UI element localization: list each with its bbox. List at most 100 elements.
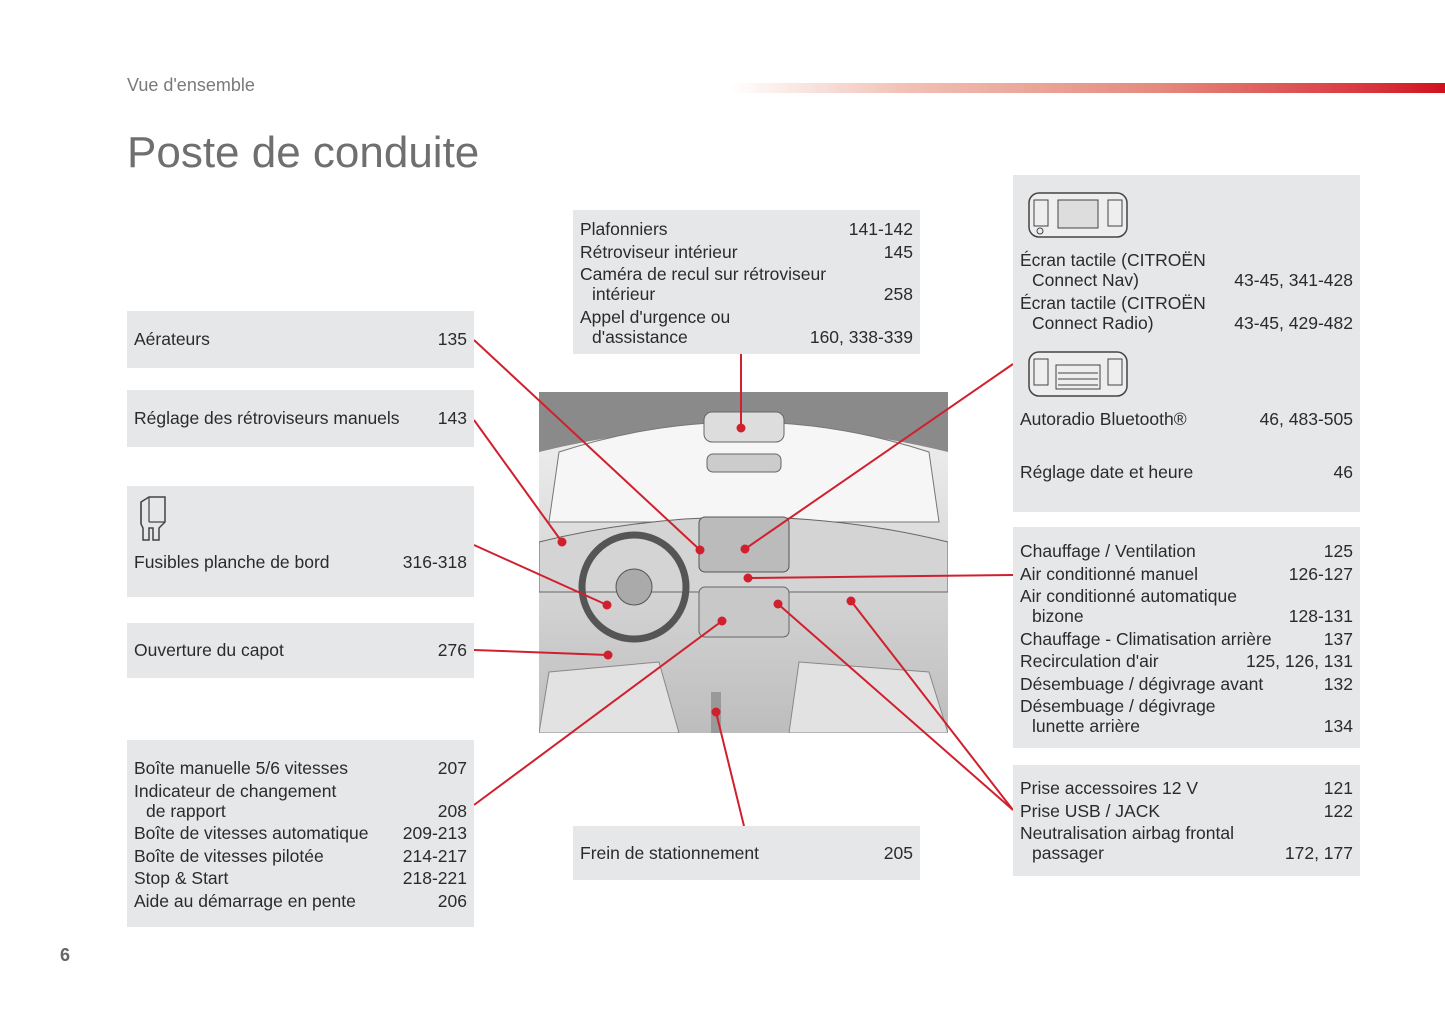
entry-page-ref: 316-318 (402, 552, 467, 572)
radio-icon (1028, 351, 1128, 397)
index-entry: Prise accessoires 12 V 121 (1020, 778, 1353, 798)
index-entry: Désembuage / dégivrage lunette arrière 134 (1020, 696, 1353, 736)
entry-page-ref: 46, 483-505 (1259, 409, 1353, 429)
index-entry: Stop & Start 218-221 (134, 868, 467, 888)
entry-label-group: Caméra de recul sur rétroviseur intérieur (580, 264, 826, 304)
fuse-icon (140, 496, 166, 541)
entry-page-ref: 122 (1323, 800, 1353, 821)
index-entry: Réglage date et heure 46 (1020, 462, 1353, 482)
entry-label: Désembuage / dégivrage avant (1020, 673, 1264, 694)
index-entry: Chauffage - Climatisation arrière 137 (1020, 629, 1353, 649)
box-capot: Ouverture du capot 276 (127, 623, 474, 678)
box-boite: Boîte manuelle 5/6 vitesses 207 Indicateur… (127, 740, 474, 927)
index-entry: Caméra de recul sur rétroviseur intérieur… (580, 264, 913, 304)
entry-label: Ouverture du capot (134, 640, 284, 661)
entry-label: Boîte de vitesses automatique (134, 823, 369, 843)
index-entry: Réglage des rétroviseurs manuels 143 (134, 408, 467, 428)
entry-page-ref: 214-217 (402, 845, 467, 866)
entry-page-ref: 258 (883, 284, 913, 304)
entry-label-group: Prise accessoires 12 V (1020, 778, 1198, 798)
entry-label-group: Rétroviseur intérieur (580, 242, 738, 262)
entry-page-ref: 209-213 (402, 823, 467, 843)
index-entry: Autoradio Bluetooth® 46, 483-505 (1020, 409, 1353, 429)
box-plafonniers: Plafonniers 141-142 Rétroviseur intérieur 1… (573, 210, 920, 354)
entry-label: Réglage date et heure (1020, 461, 1194, 482)
entry-label-group: Ouverture du capot (134, 640, 284, 660)
callout-dot (773, 599, 783, 609)
entry-label-continued: intérieur (592, 284, 656, 304)
entry-label-group: Réglage des rétroviseurs manuels (134, 408, 400, 428)
entry-label: Prise accessoires 12 V (1020, 778, 1198, 798)
index-entry: Indicateur de changement de rapport 208 (134, 781, 467, 821)
entry-label-group: Recirculation d'air (1020, 651, 1159, 671)
entry-page-ref: 134 (1323, 716, 1353, 736)
entry-label: Prise USB / JACK (1020, 800, 1161, 821)
index-entry: Frein de stationnement 205 (580, 843, 913, 863)
box-chauffage: Chauffage / Ventilation 125 Air conditionn… (1013, 527, 1360, 748)
entry-label-group: Aide au démarrage en pente (134, 891, 356, 911)
entry-label-group: Réglage date et heure (1020, 462, 1193, 482)
callout-line (715, 711, 745, 827)
index-entry: Air conditionné automatique bizone 128-131 (1020, 586, 1353, 626)
index-entry: Désembuage / dégivrage avant 132 (1020, 674, 1353, 694)
entry-label: Plafonniers (580, 219, 668, 239)
entry-label: Écran tactile (CITROËN (1020, 292, 1206, 313)
callout-dot (695, 545, 705, 555)
entry-page-ref: 132 (1323, 673, 1353, 694)
entry-page-ref: 125, 126, 131 (1245, 651, 1353, 671)
entry-label-continued: d'assistance (592, 326, 688, 347)
index-entry: Air conditionné manuel 126-127 (1020, 564, 1353, 584)
entry-label: Neutralisation airbag frontal (1020, 823, 1235, 843)
entry-label: Fusibles planche de bord (134, 552, 330, 572)
section-label: Vue d'ensemble (127, 75, 255, 95)
entry-label-group: Chauffage / Ventilation (1020, 541, 1196, 561)
entry-label-group: Stop & Start (134, 868, 228, 888)
entry-page-ref: 172, 177 (1284, 843, 1353, 863)
index-entry: Boîte de vitesses pilotée 214-217 (134, 846, 467, 866)
entry-label: Chauffage - Climatisation arrière (1020, 628, 1272, 649)
callout-line (850, 600, 1014, 811)
index-entry: Rétroviseur intérieur 145 (580, 242, 913, 262)
index-entry: Écran tactile (CITROËN Connect Radio) 43-4… (1020, 293, 1353, 333)
callout-line (473, 649, 609, 656)
entry-label-group: Boîte de vitesses pilotée (134, 846, 324, 866)
entry-page-ref: 135 (437, 329, 467, 350)
entry-label: Rétroviseur intérieur (580, 241, 738, 262)
entry-label: Désembuage / dégivrage (1020, 696, 1216, 716)
entry-label: Frein de stationnement (580, 842, 759, 863)
callout-dot (717, 616, 727, 626)
index-entry: Aide au démarrage en pente 206 (134, 891, 467, 911)
entry-label: Appel d'urgence ou (580, 306, 731, 327)
entry-label-continued: passager (1032, 843, 1104, 863)
index-entry: Boîte de vitesses automatique 209-213 (134, 823, 467, 843)
entry-label-continued: Connect Nav) (1032, 270, 1139, 290)
entry-label: Réglage des rétroviseurs manuels (134, 408, 400, 429)
entry-page-ref: 43-45, 341-428 (1234, 270, 1353, 290)
callout-line (777, 603, 1014, 811)
entry-page-ref: 206 (437, 890, 467, 911)
entry-label-group: Plafonniers (580, 219, 668, 239)
entry-page-ref: 207 (437, 758, 467, 778)
callout-line (747, 574, 1014, 579)
entry-label-group: Air conditionné manuel (1020, 564, 1198, 584)
index-entry: Ouverture du capot 276 (134, 640, 467, 660)
entry-label: Recirculation d'air (1020, 651, 1159, 671)
entry-page-ref: 125 (1323, 541, 1353, 561)
entry-label-continued: Connect Radio) (1032, 312, 1154, 333)
entry-page-ref: 218-221 (402, 868, 467, 888)
entry-label: Écran tactile (CITROËN (1020, 250, 1206, 270)
callout-dot (736, 423, 746, 433)
index-entry: Écran tactile (CITROËN Connect Nav) 43-45,… (1020, 250, 1353, 290)
callout-dot (557, 537, 567, 547)
entry-label: Aide au démarrage en pente (134, 890, 356, 911)
entry-page-ref: 137 (1323, 628, 1353, 649)
box-prises: Prise accessoires 12 V 121 Prise USB / JAC… (1013, 765, 1360, 876)
index-entry: Plafonniers 141-142 (580, 219, 913, 239)
index-entry: Chauffage / Ventilation 125 (1020, 541, 1353, 561)
box-frein: Frein de stationnement 205 (573, 826, 920, 880)
entry-label-group: Air conditionné automatique bizone (1020, 586, 1237, 626)
box-ecran: Écran tactile (CITROËN Connect Nav) 43-45,… (1013, 175, 1360, 512)
index-entry: Fusibles planche de bord 316-318 (134, 552, 467, 572)
callout-dot (602, 600, 612, 610)
box-aerateurs: Aérateurs 135 (127, 311, 474, 368)
